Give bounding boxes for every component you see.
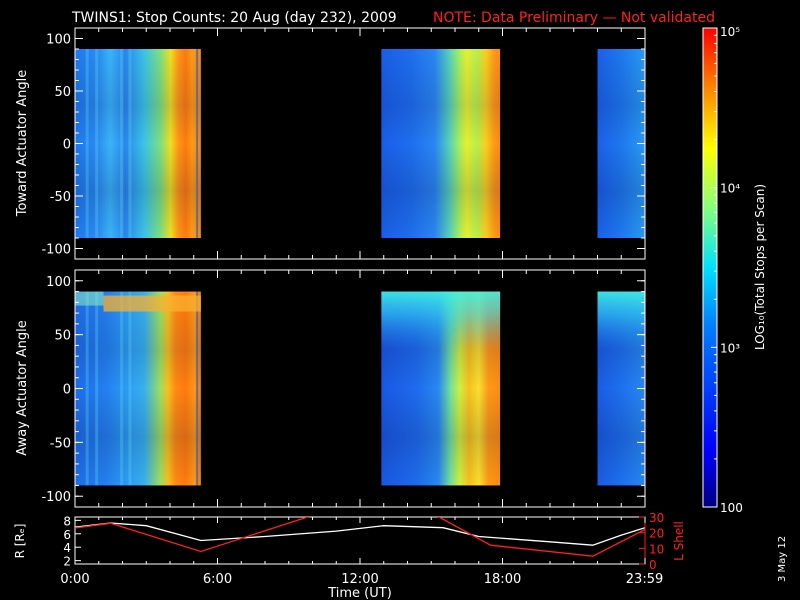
colorbar: 10⁵ 10⁴ 10³ 100 LOG₁₀(Total Stops per Scan) <box>702 25 767 515</box>
print-date: 3 May 12 <box>777 536 788 582</box>
heatmap-streak <box>120 49 124 238</box>
heatmap-shading <box>381 49 501 238</box>
preliminary-note: NOTE: Data Preliminary — Not validated <box>433 10 715 26</box>
y-tick-label: 50 <box>54 85 71 100</box>
colorbar-tick-label: 10⁵ <box>720 25 740 39</box>
heatmap-streak <box>120 291 124 486</box>
heatmap-shading <box>75 291 201 486</box>
radius-line <box>75 522 645 546</box>
time-tick-label: 18:00 <box>484 572 521 587</box>
time-axis-label: Time (UT) <box>327 586 392 600</box>
heatmap-streak <box>128 49 132 238</box>
y-tick-label: -100 <box>41 490 71 505</box>
y-tick-label: -50 <box>50 190 71 205</box>
radius-axis-label: R [Rₑ] <box>13 524 27 559</box>
chart-title: TWINS1: Stop Counts: 20 Aug (day 232), 2… <box>71 10 397 26</box>
colorbar-tick-label: 100 <box>720 501 743 515</box>
away-angle-panel: 100 50 0 -50 -100 Away Actuator Angle <box>15 269 646 508</box>
heatmap-shading <box>75 49 201 238</box>
y-tick-label: 50 <box>54 329 71 344</box>
right-tick-label: 30 <box>649 511 664 525</box>
away-x-ticks <box>74 270 646 507</box>
toward-angle-panel: 100 50 0 -50 -100 Toward Actuator Angle <box>15 27 646 260</box>
right-tick-label: 10 <box>649 542 664 556</box>
colorbar-label: LOG₁₀(Total Stops per Scan) <box>753 184 767 350</box>
colorbar-tick-label: 10³ <box>720 341 740 355</box>
time-tick-label: 0:00 <box>60 572 89 587</box>
heatmap-top-glow <box>381 291 501 486</box>
right-tick-label: 20 <box>649 527 664 541</box>
orbit-lines <box>75 517 645 557</box>
colorbar-ticks: 10⁵ 10⁴ 10³ 100 <box>711 25 743 515</box>
right-tick-label: 0 <box>649 558 657 572</box>
left-tick-label: 8 <box>63 514 71 528</box>
lshell-line <box>75 517 645 557</box>
heatmap-streak <box>85 49 89 238</box>
toward-x-ticks <box>74 28 646 259</box>
heatmap-streak <box>85 291 89 486</box>
heatmap-streak <box>95 49 99 238</box>
heatmap-hot-band <box>75 291 104 306</box>
y-tick-label: 0 <box>63 383 71 398</box>
time-axis: 0:00 6:00 12:00 18:00 23:59 <box>60 517 663 587</box>
y-tick-label: 0 <box>63 138 71 153</box>
colorbar-gradient <box>702 27 718 508</box>
heatmap-streak <box>196 49 199 238</box>
toward-heatmap <box>75 49 645 238</box>
y-tick-label: -50 <box>50 436 71 451</box>
away-y-axis: 100 50 0 -50 -100 <box>41 275 645 505</box>
time-tick-label: 6:00 <box>203 572 232 587</box>
colorbar-tick-label: 10⁴ <box>720 182 740 196</box>
orbit-panel-frame <box>74 516 646 565</box>
away-y-label: Away Actuator Angle <box>15 320 30 455</box>
y-tick-label: -100 <box>41 243 71 258</box>
y-tick-label: 100 <box>46 33 71 48</box>
toward-y-axis: 100 50 0 -50 -100 <box>41 33 645 258</box>
heatmap-hot-band <box>103 295 201 312</box>
left-tick-label: 6 <box>63 528 71 542</box>
left-tick-label: 4 <box>63 541 71 555</box>
y-tick-label: 100 <box>46 275 71 290</box>
heatmap-streak <box>196 291 199 486</box>
away-heatmap <box>75 291 645 486</box>
time-tick-label: 23:59 <box>626 572 663 587</box>
heatmap-streak <box>128 291 132 486</box>
lshell-axis-label: L Shell <box>672 521 686 561</box>
toward-y-label: Toward Actuator Angle <box>15 70 30 217</box>
heatmap-streak <box>95 291 99 486</box>
time-tick-label: 12:00 <box>341 572 378 587</box>
left-tick-label: 2 <box>63 555 71 569</box>
